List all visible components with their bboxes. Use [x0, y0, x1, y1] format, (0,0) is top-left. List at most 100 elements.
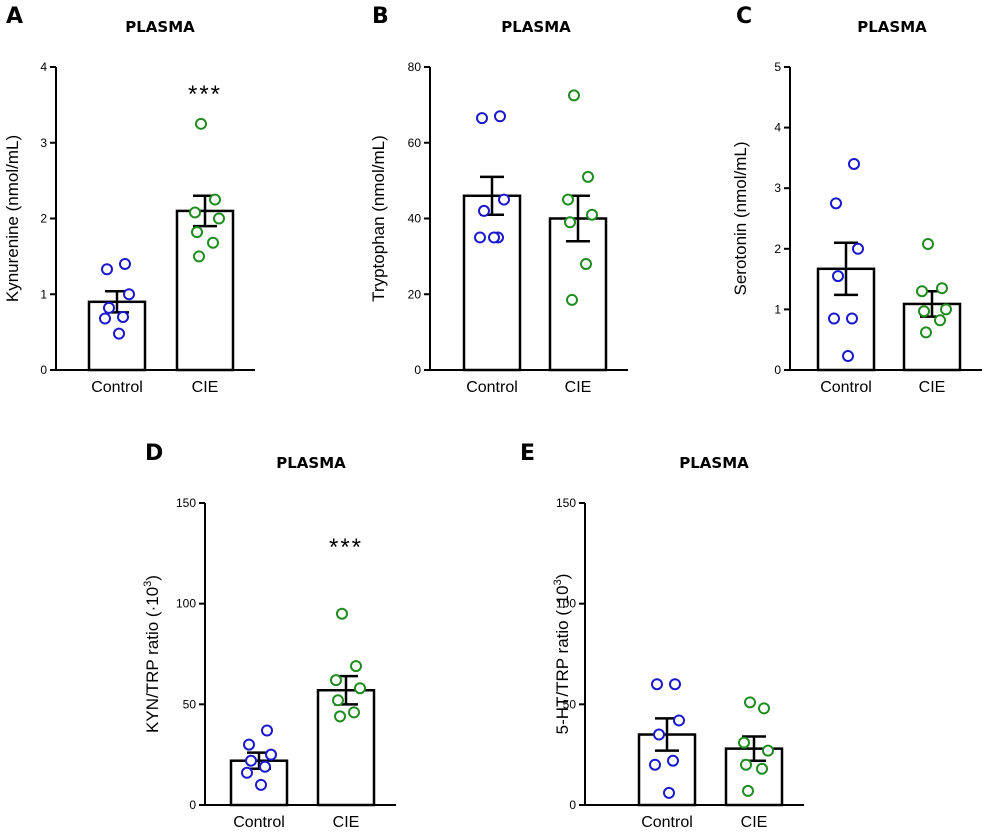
panel-d-ytick-label: 100: [176, 597, 196, 611]
panel-a-ytick-label: 2: [40, 212, 47, 226]
panel-e-point-control: [669, 678, 681, 691]
panel-d-significance: ***: [329, 534, 363, 561]
panel-c-point-control: [846, 312, 858, 325]
panel-d-point-control: [245, 754, 257, 767]
panel-d-ytick-label: 150: [176, 496, 196, 510]
panel-b-point-control: [494, 110, 506, 123]
panel-c-point-cie: [916, 285, 928, 298]
panel-d-point-control: [265, 748, 277, 761]
panel-e-point-cie: [758, 702, 770, 715]
panel-c-category-label: CIE: [919, 379, 946, 396]
panel-b-category-label: Control: [466, 379, 518, 396]
panel-e-point-cie: [744, 696, 756, 709]
panel-a-ytick-label: 1: [40, 287, 47, 301]
panel-b-label: B: [372, 4, 389, 29]
panel-c-point-cie: [936, 282, 948, 295]
panel-e-point-cie: [740, 758, 752, 771]
panel-a-point-control: [99, 312, 111, 325]
panel-d-label: D: [145, 441, 163, 466]
panel-d-point-control: [243, 738, 255, 751]
panel-a: A PLASMA 0 1 2 3 4 Kynurenine (nmol/mL) Control C…: [3, 4, 255, 396]
panel-d-point-control: [259, 760, 271, 773]
panel-b-point-cie: [562, 193, 574, 206]
panel-c-ytick-label: 3: [774, 181, 781, 195]
panel-a-point-control: [113, 327, 125, 340]
panel-b-point-control: [488, 231, 500, 244]
panel-a-point-cie: [209, 193, 221, 206]
panel-d-point-cie: [330, 674, 342, 687]
panel-b-point-cie: [586, 208, 598, 221]
panel-b-ytick-label: 80: [408, 60, 422, 74]
panel-c-point-control: [832, 270, 844, 283]
panel-b-point-cie: [568, 89, 580, 102]
panel-d-point-control: [261, 724, 273, 737]
panel-e-point-control: [651, 678, 663, 691]
panel-c-ytick-label: 2: [774, 242, 781, 256]
panel-a-point-control: [119, 257, 131, 270]
panel-a-bar-cie: [175, 209, 235, 372]
panel-c-point-control: [842, 350, 854, 363]
panel-b-point-control: [474, 231, 486, 244]
panel-b-ytick-label: 40: [408, 212, 422, 226]
panel-d-point-control: [255, 778, 267, 791]
panel-d-bar-cie: [316, 688, 376, 807]
panel-c-point-control: [830, 197, 842, 210]
panel-e-category-label: Control: [641, 814, 693, 831]
panel-b-bar-cie: [548, 217, 608, 372]
panel-d-point-cie: [354, 682, 366, 695]
panel-a-ylabel: Kynurenine (nmol/mL): [3, 135, 22, 302]
panel-a-point-control: [103, 301, 115, 314]
panel-e-category-label: CIE: [741, 814, 768, 831]
panel-d-category-label: CIE: [333, 814, 360, 831]
panel-b: B PLASMA 0 20 40 60 80 Tryptophan (nmol/mL) Cont…: [369, 4, 628, 396]
panel-c-point-control: [852, 242, 864, 255]
panel-e-label: E: [520, 441, 535, 466]
panel-d-ytick-label: 50: [183, 697, 197, 711]
panel-b-point-cie: [566, 293, 578, 306]
panel-e-point-control: [667, 754, 679, 767]
panel-d-ytick-label: 0: [189, 798, 196, 812]
panel-d-point-cie: [334, 710, 346, 723]
panel-e-ylabel: 5-HT/TRP ratio (·103): [552, 574, 572, 735]
panel-a-point-control: [101, 263, 113, 276]
panel-b-ytick-label: 0: [414, 363, 421, 377]
panel-b-point-cie: [580, 257, 592, 270]
panel-e-point-cie: [742, 784, 754, 797]
panel-d-point-control: [241, 766, 253, 779]
panel-c-ytick-label: 4: [774, 121, 781, 135]
panel-a-point-cie: [189, 206, 201, 219]
panel-a-label: A: [6, 4, 23, 29]
panel-c: C PLASMA 0 1 2 3 4 5 Serotonin (nmol/mL) Control C…: [731, 4, 982, 396]
panel-e-ytick-label: 150: [556, 496, 576, 510]
panel-c-point-cie: [922, 237, 934, 250]
panel-e-ytick-label: 50: [563, 697, 577, 711]
panel-d-point-cie: [350, 660, 362, 673]
panel-e-point-cie: [738, 736, 750, 749]
panel-b-point-control: [478, 204, 490, 217]
panel-c-title: PLASMA: [857, 18, 927, 36]
panel-c-ytick-label: 5: [774, 60, 781, 74]
panel-e: E PLASMA 0 50 100 150 5-HT/TRP ratio (·103) Con…: [520, 441, 804, 831]
panel-b-ytick-label: 20: [408, 287, 422, 301]
panel-c-point-cie: [920, 326, 932, 339]
panel-d-category-label: Control: [233, 814, 285, 831]
panel-c-point-cie: [934, 314, 946, 327]
panel-c-ytick-label: 0: [774, 363, 781, 377]
panel-a-category-label: CIE: [192, 379, 219, 396]
panel-a-ytick-label: 4: [40, 60, 47, 74]
panel-a-title: PLASMA: [125, 18, 195, 36]
panel-a-point-cie: [213, 212, 225, 225]
panel-c-point-cie: [918, 305, 930, 318]
panel-a-point-control: [123, 288, 135, 301]
panel-a-significance: ***: [188, 81, 222, 108]
panel-b-category-label: CIE: [565, 379, 592, 396]
panel-e-point-cie: [762, 744, 774, 757]
panel-d-title: PLASMA: [276, 454, 346, 472]
panel-c-category-label: Control: [820, 379, 872, 396]
panel-d: D PLASMA 0 50 100 150 KYN/TRP ratio (·103) Cont…: [142, 441, 396, 831]
panel-e-point-control: [663, 786, 675, 799]
panel-a-point-control: [117, 310, 129, 323]
panel-b-title: PLASMA: [501, 18, 571, 36]
panel-e-title: PLASMA: [679, 454, 749, 472]
